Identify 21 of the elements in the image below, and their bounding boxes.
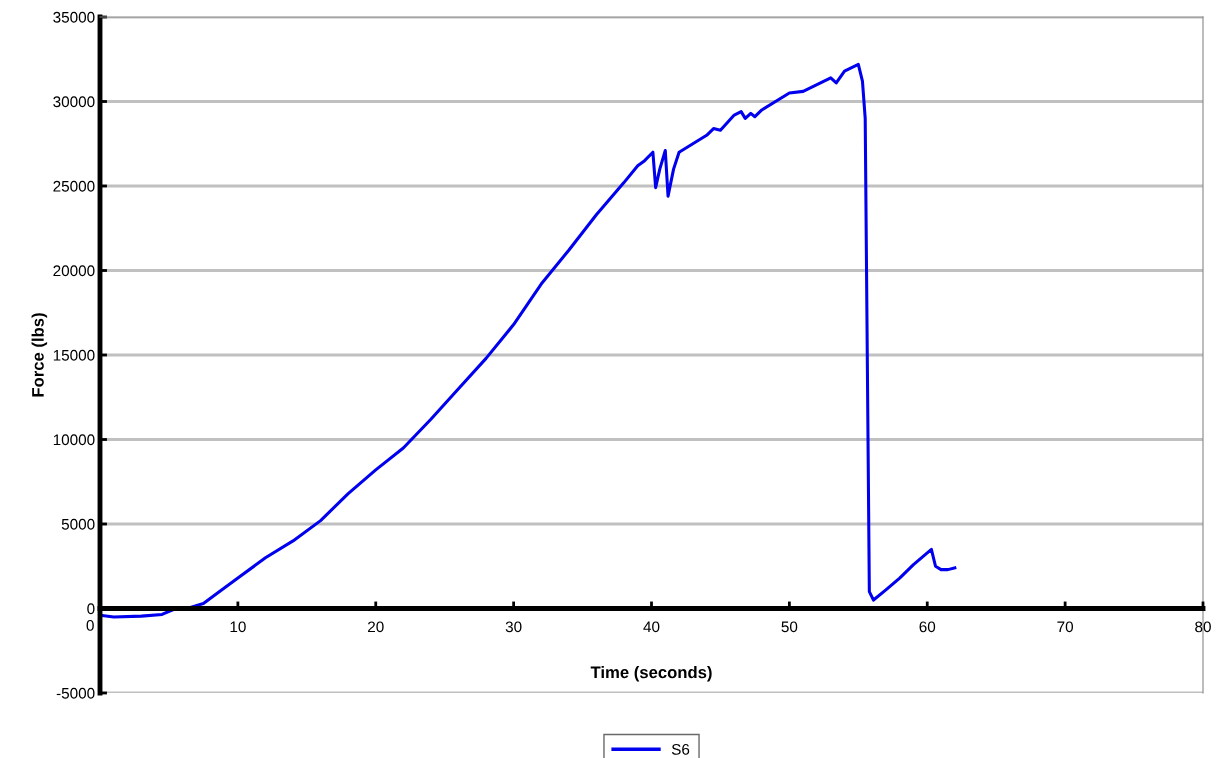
y-tick-label: 15000: [53, 349, 95, 361]
y-tick-label: 25000: [53, 180, 95, 192]
x-axis-title: Time (seconds): [590, 665, 712, 682]
x-tick-label: 50: [781, 621, 798, 633]
x-tick-label: 30: [505, 621, 522, 633]
y-tick-label: 35000: [53, 11, 95, 23]
line-series: [100, 62, 957, 619]
y-tick-label: 10000: [53, 434, 95, 446]
x-tick-label: 70: [1057, 621, 1074, 633]
x-tick-label: 60: [919, 621, 936, 633]
x-tick-label: 10: [230, 621, 246, 633]
y-tick-label: 20000: [53, 265, 95, 277]
y-tick-label: 5000: [61, 518, 95, 530]
y-tick-label: 30000: [53, 96, 95, 108]
y-tick-label: 0: [87, 603, 95, 615]
x-tick-label: 80: [1195, 621, 1211, 633]
legend-label: S6: [671, 744, 690, 755]
x-tick-label: 20: [368, 621, 384, 633]
y-axis-title: Force (lbs): [31, 313, 48, 397]
y-tick-label: -5000: [56, 687, 95, 699]
x-tick-label: 40: [643, 621, 660, 633]
